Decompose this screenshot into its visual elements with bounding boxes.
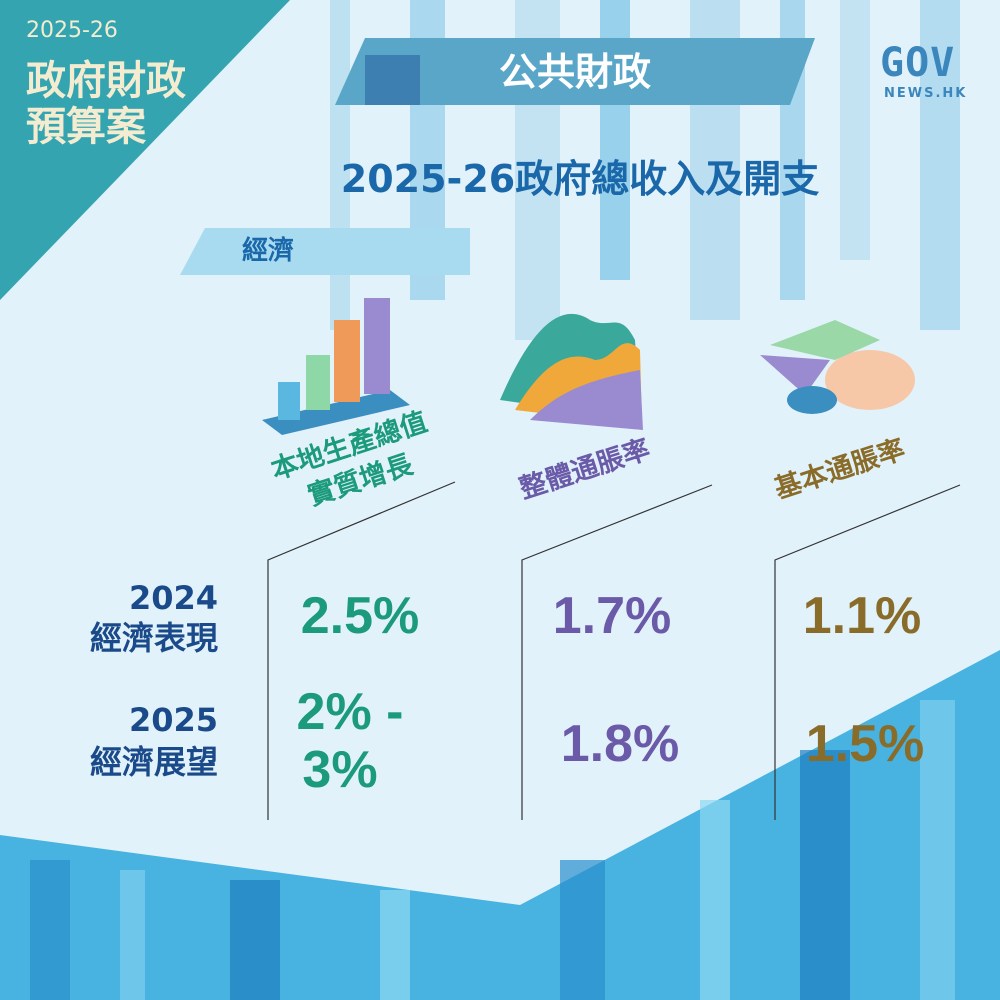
column-dividers <box>267 481 961 820</box>
value-2024-underlying: 1.1% <box>802 587 922 645</box>
section-tag-bg <box>180 228 470 275</box>
value-2025-headline: 1.8% <box>560 715 680 773</box>
value-2024-gdp: 2.5% <box>300 587 420 645</box>
row-2025-year: 2025 <box>128 701 218 739</box>
value-2024-headline: 1.7% <box>552 587 672 645</box>
value-2025-gdp-line1: 2% - <box>296 683 404 741</box>
row-2024-year: 2024 <box>128 579 218 617</box>
value-2025-gdp-line2: 3% <box>302 741 378 799</box>
pie-chart-icon <box>760 320 915 414</box>
corner-title-2: 預算案 <box>26 104 146 150</box>
banner-bg <box>335 38 815 105</box>
logo-news: NEWS.HK <box>884 86 968 101</box>
row-2024-label: 經濟表現 <box>89 619 218 657</box>
area-chart-icon <box>500 313 643 430</box>
corner-triangle <box>0 0 290 300</box>
corner-title-1: 政府財政 <box>26 58 186 104</box>
corner-year: 2025-26 <box>26 18 118 43</box>
section-label: 經濟 <box>242 236 295 266</box>
calculator-icon <box>365 55 420 105</box>
page-title: 2025-26政府總收入及開支 <box>340 157 820 201</box>
bar-chart-icon <box>262 298 410 435</box>
row-2025-label: 經濟展望 <box>89 743 218 781</box>
banner-label: 公共財政 <box>498 50 651 94</box>
value-2025-underlying: 1.5% <box>805 715 925 773</box>
logo-gov: GOV <box>880 40 956 86</box>
